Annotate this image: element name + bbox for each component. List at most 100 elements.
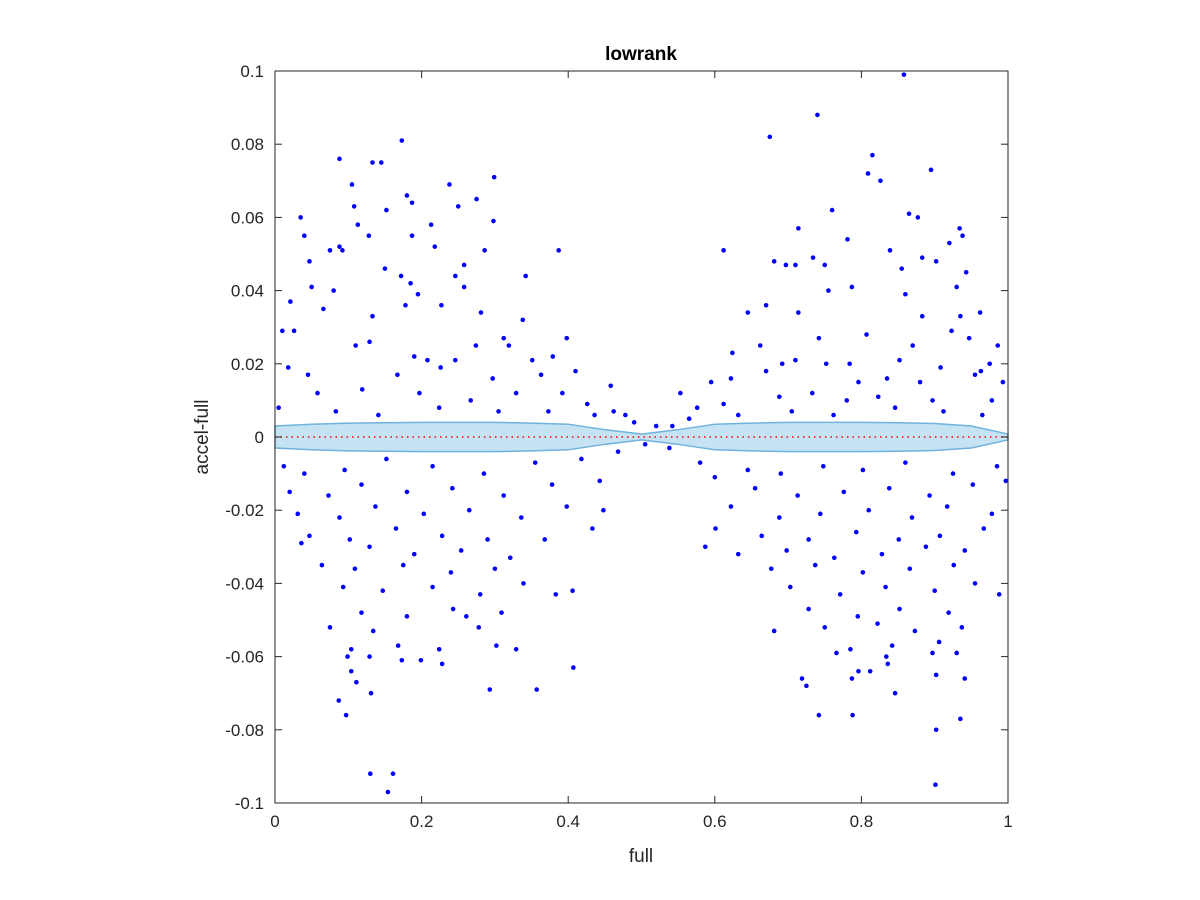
data-point [507,555,513,561]
data-point [669,423,675,429]
data-point [831,412,836,418]
data-point [321,306,326,312]
data-point [453,273,458,279]
data-point [767,134,773,140]
data-point [686,416,692,422]
data-point [822,625,828,630]
data-point [856,668,861,674]
x-tick-label: 0.2 [410,812,434,831]
data-point [853,529,859,535]
data-point [288,299,293,304]
data-point [697,460,703,465]
data-point [954,284,959,290]
data-point [667,445,672,451]
data-point [373,504,378,509]
data-point [404,614,410,619]
data-point [571,665,576,670]
data-point [850,712,855,718]
x-tick-label: 0.8 [850,812,874,831]
y-tick-label: -0.02 [225,501,264,520]
y-tick-label: 0.08 [231,135,264,154]
data-point [468,398,474,403]
data-point [390,771,396,777]
data-point [573,368,578,374]
y-tick-label: -0.06 [225,648,264,667]
data-point [438,365,443,370]
data-point [354,679,359,685]
data-point [403,302,408,308]
y-tick-label: 0.04 [231,282,264,301]
data-point [806,537,811,542]
data-point [309,284,314,290]
data-point [735,412,741,418]
data-point [611,409,616,414]
data-point [928,167,934,173]
data-point [930,650,935,656]
data-point [347,537,353,542]
data-point [411,354,417,359]
data-point [513,646,519,652]
data-point [944,504,950,509]
data-point [779,361,785,367]
data-point [826,288,831,293]
data-point [520,317,526,323]
data-point [302,233,307,238]
data-point [865,171,871,176]
data-point [326,493,331,498]
data-point [799,676,805,681]
data-point [411,551,417,557]
data-point [285,365,291,370]
data-point [970,482,976,487]
y-tick-label: 0.1 [240,62,264,81]
data-point [439,661,445,667]
data-point [370,628,376,634]
data-point [941,409,946,414]
data-point [987,361,992,367]
data-point [856,379,861,385]
data-point [837,592,843,597]
y-tick-label: 0.02 [231,355,264,374]
data-point [795,493,800,498]
data-point [783,262,789,268]
data-point [458,548,464,553]
data-point [376,412,381,418]
data-point [730,350,735,356]
data-point [903,291,908,297]
data-point [553,592,559,597]
confidence-band [274,421,1009,453]
data-point [367,654,372,659]
data-point [490,376,496,381]
data-point [989,511,995,517]
data-point [631,420,637,425]
data-point [912,628,918,634]
data-point [910,343,916,348]
data-point [759,533,765,539]
data-point [382,266,388,271]
data-point [960,233,965,238]
data-point [333,409,339,414]
data-point [395,372,400,378]
data-point [404,489,410,495]
data-point [949,328,954,334]
data-point [447,182,452,187]
data-point [564,504,570,509]
data-point [815,112,820,118]
data-point [886,485,892,491]
data-point [492,566,498,572]
data-point [436,646,442,652]
data-point [927,493,932,498]
data-point [989,398,995,403]
data-point [820,463,826,469]
data-point [958,313,963,319]
y-tick-label: 0 [255,428,264,447]
data-point [450,606,456,612]
data-point [771,628,777,634]
data-point [425,357,430,363]
data-point [384,456,389,462]
data-point [570,588,575,594]
data-point [280,328,285,334]
data-point [829,207,835,213]
data-point [994,463,1000,469]
data-point [499,610,504,615]
data-point [721,401,726,407]
